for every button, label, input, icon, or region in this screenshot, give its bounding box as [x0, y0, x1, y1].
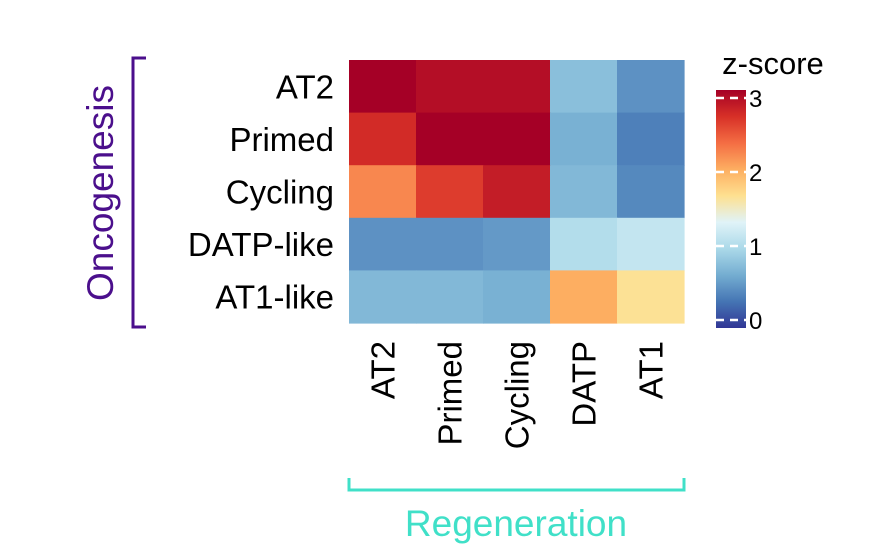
- legend-ticks: 0 1 2 3: [716, 86, 762, 335]
- heatmap-cell: [349, 112, 417, 166]
- column-label: Primed: [432, 341, 469, 446]
- heatmap-cell: [416, 270, 484, 324]
- column-labels: AT2 Primed Cycling DATP AT1: [365, 341, 670, 449]
- column-label: AT1: [633, 341, 670, 399]
- heatmap-cell: [483, 60, 551, 114]
- legend-tick-label: 2: [749, 160, 762, 187]
- heatmap-cell: [550, 112, 618, 166]
- row-label: AT2: [276, 68, 334, 105]
- heatmap-cell: [483, 270, 551, 324]
- column-label: DATP: [566, 341, 603, 427]
- heatmap-cell: [483, 217, 551, 271]
- heatmap-cell: [416, 60, 484, 114]
- heatmap-cell: [416, 112, 484, 166]
- legend-tick-label: 3: [749, 86, 762, 113]
- row-group-label: Oncogenesis: [80, 85, 121, 301]
- legend-tick-label: 0: [749, 308, 762, 335]
- column-label: AT2: [365, 341, 402, 399]
- heatmap-cell: [550, 270, 618, 324]
- heatmap-cell: [617, 112, 685, 166]
- heatmap-cell: [349, 60, 417, 114]
- heatmap-cell: [617, 165, 685, 219]
- column-label: Cycling: [499, 341, 536, 449]
- heatmap-cell: [416, 217, 484, 271]
- heatmap-cell: [550, 165, 618, 219]
- column-group-bracket: [347, 478, 686, 492]
- legend-tick-label: 1: [749, 234, 762, 261]
- heatmap-cell: [483, 165, 551, 219]
- heatmap-cell: [483, 112, 551, 166]
- heatmap-cell: [617, 270, 685, 324]
- heatmap-cell: [550, 217, 618, 271]
- column-group-label: Regeneration: [405, 503, 627, 544]
- row-label: AT1-like: [215, 279, 334, 316]
- heatmap-cell: [349, 270, 417, 324]
- heatmap-cell: [550, 60, 618, 114]
- heatmap-cell: [617, 60, 685, 114]
- legend-color-bar: [716, 90, 746, 328]
- heatmap-cell: [349, 217, 417, 271]
- heatmap-cell: [617, 217, 685, 271]
- heatmap-cell: [349, 165, 417, 219]
- row-labels: AT2 Primed Cycling DATP-like AT1-like: [188, 68, 334, 315]
- legend-title: z-score: [722, 46, 824, 81]
- heatmap-cells: [349, 60, 685, 324]
- row-label: Cycling: [226, 174, 334, 211]
- row-label: Primed: [229, 121, 334, 158]
- row-group-bracket: [131, 56, 146, 329]
- heatmap-cell: [416, 165, 484, 219]
- row-label: DATP-like: [188, 226, 334, 263]
